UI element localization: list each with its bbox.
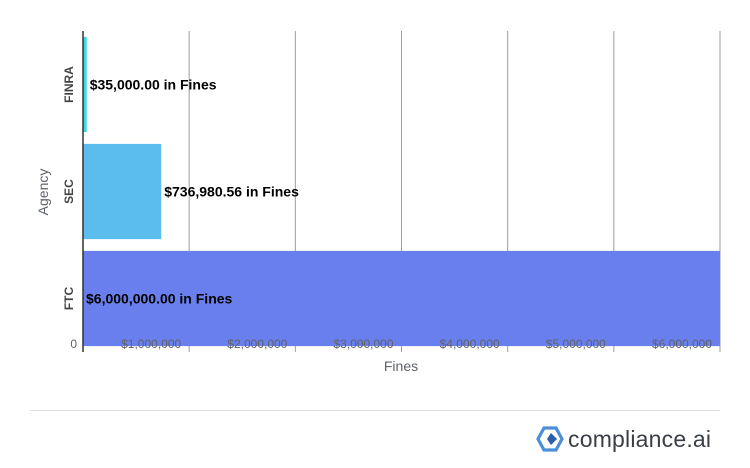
- footer-divider: [30, 410, 720, 411]
- data-label: $6,000,000.00 in Fines: [86, 291, 233, 307]
- x-axis-title: Fines: [384, 358, 418, 374]
- bar-ftc: [83, 250, 720, 347]
- x-tick-label: $2,000,000: [227, 337, 287, 351]
- data-labels: $35,000.00 in Fines $736,980.56 in Fines $…: [86, 77, 299, 307]
- category-label: SEC: [62, 179, 76, 204]
- hexagon-logo-icon: [536, 426, 564, 452]
- bar-chart: $35,000.00 in Fines $736,980.56 in Fines $…: [35, 31, 721, 374]
- bar-finra: [83, 36, 87, 133]
- x-tick-label: $6,000,000: [652, 337, 712, 351]
- x-tick-label: 0: [70, 337, 77, 351]
- category-labels: FINRA SEC FTC: [62, 66, 76, 310]
- x-tick-label: $1,000,000: [121, 337, 181, 351]
- x-tick-label: $4,000,000: [440, 337, 500, 351]
- data-label: $35,000.00 in Fines: [90, 77, 217, 93]
- bars: [83, 36, 720, 347]
- x-tick-label: $3,000,000: [333, 337, 393, 351]
- category-label: FTC: [62, 287, 76, 311]
- category-label: FINRA: [62, 66, 76, 103]
- x-tick-label: $5,000,000: [546, 337, 606, 351]
- data-label: $736,980.56 in Fines: [164, 184, 299, 200]
- x-tick-labels: 0 $1,000,000 $2,000,000 $3,000,000 $4,000,00…: [70, 337, 712, 351]
- logo-text: compliance.ai: [568, 425, 712, 452]
- compliance-ai-logo: compliance.ai: [536, 424, 711, 454]
- bar-sec: [83, 143, 162, 240]
- y-axis-title: Agency: [35, 169, 51, 216]
